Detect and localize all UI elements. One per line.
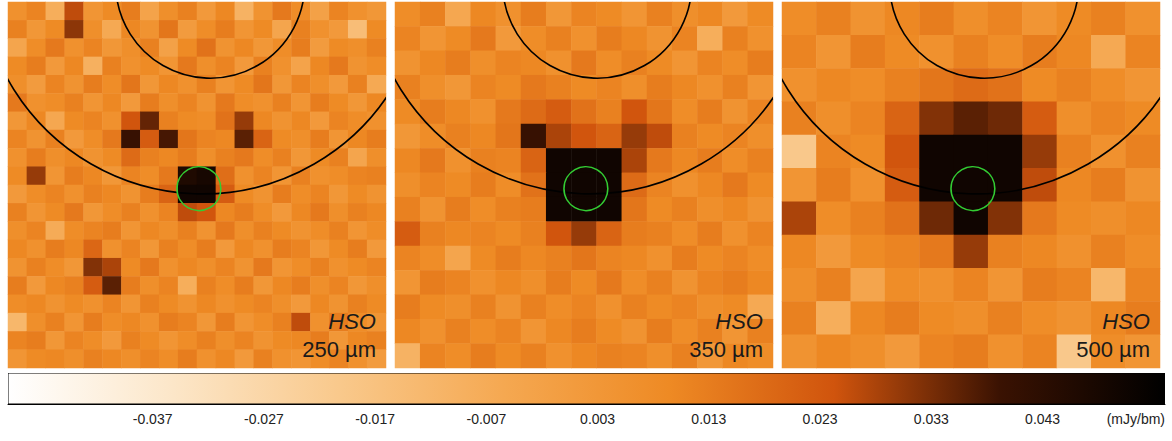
svg-text:HSO: HSO [328, 309, 376, 334]
svg-text:-0.037: -0.037 [133, 411, 173, 427]
svg-text:-0.007: -0.007 [467, 411, 507, 427]
svg-text:350 µm: 350 µm [689, 337, 763, 362]
svg-text:500 µm: 500 µm [1076, 337, 1150, 362]
svg-text:(mJy/bm): (mJy/bm) [1107, 411, 1165, 427]
svg-text:HSO: HSO [715, 309, 763, 334]
svg-text:0.033: 0.033 [914, 411, 949, 427]
svg-text:-0.027: -0.027 [244, 411, 284, 427]
svg-text:250 µm: 250 µm [302, 337, 376, 362]
svg-text:HSO: HSO [1102, 309, 1150, 334]
svg-text:0.023: 0.023 [803, 411, 838, 427]
svg-text:0.043: 0.043 [1025, 411, 1060, 427]
svg-text:-0.017: -0.017 [355, 411, 395, 427]
svg-text:0.003: 0.003 [580, 411, 615, 427]
svg-text:0.013: 0.013 [691, 411, 726, 427]
